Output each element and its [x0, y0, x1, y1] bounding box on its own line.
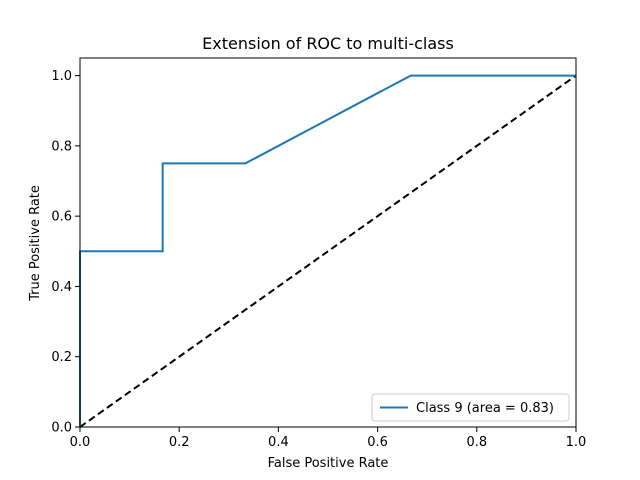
- y-tick-label: 0.6: [51, 210, 72, 225]
- x-tick-label: 0.8: [466, 435, 487, 450]
- y-axis-label: True Positive Rate: [28, 185, 43, 302]
- chance-diagonal-line: [79, 74, 577, 428]
- x-tick-label: 0.6: [367, 435, 388, 450]
- y-tick-label: 1.0: [51, 69, 72, 84]
- plot-frame: [79, 57, 577, 428]
- x-tick-label: 1.0: [566, 435, 587, 450]
- x-tick-label: 0.4: [268, 435, 289, 450]
- y-tick-label: 0.0: [51, 421, 72, 436]
- chart-title: Extension of ROC to multi-class: [202, 34, 454, 53]
- y-tick-label: 0.2: [51, 350, 72, 365]
- x-axis-label: False Positive Rate: [268, 456, 389, 471]
- plot-area: 0.0 0.2 0.4 0.6 0.8 1.0 0.0 0.2 0.4 0.6 0.8 1.0 Clas…: [51, 57, 587, 450]
- legend-entry-label: Class 9 (area = 0.83): [416, 401, 554, 416]
- y-tick-label: 0.4: [51, 280, 72, 295]
- x-tick-label: 0.0: [70, 435, 91, 450]
- x-tick-label: 0.2: [169, 435, 190, 450]
- y-tick-label: 0.8: [51, 139, 72, 154]
- legend-box: [371, 393, 570, 422]
